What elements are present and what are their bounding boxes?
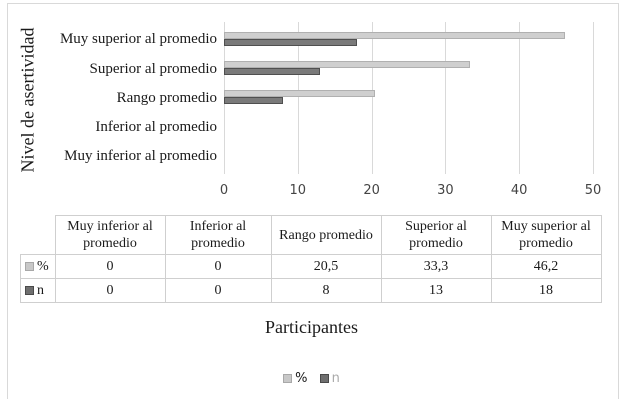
n-swatch-icon (319, 374, 329, 383)
x-tick-label: 20 (363, 183, 380, 198)
table-row: n 0 0 8 13 18 (20, 278, 602, 303)
chart-frame (7, 3, 619, 399)
legend-item-n: n (319, 371, 340, 386)
category-label: Superior al promedio (89, 61, 217, 77)
category-label: Inferior al promedio (95, 119, 217, 135)
bar-pct (224, 90, 376, 97)
legend: % n (0, 371, 623, 386)
bar-n (224, 68, 320, 75)
table-row: % 0 0 20,5 33,3 46,2 (20, 254, 602, 279)
x-tick-label: 40 (510, 183, 528, 198)
row-header-pct: % (20, 254, 56, 279)
bar-n (224, 39, 357, 46)
x-tick-label: 10 (289, 183, 307, 198)
n-swatch-icon (25, 286, 34, 296)
category-label: Muy inferior al promedio (64, 148, 217, 164)
gridline (297, 22, 299, 174)
y-axis-title: Nivel de asertividad (17, 27, 38, 173)
legend-item-pct: % (283, 371, 307, 386)
x-tick-label: 30 (437, 183, 454, 198)
gridline (519, 22, 521, 174)
gridline (593, 22, 594, 174)
category-label: Rango promedio (116, 90, 217, 106)
table-header: Inferior al promedio (164, 215, 272, 255)
pct-swatch-icon (283, 374, 293, 383)
x-axis-title: Participantes (265, 317, 358, 337)
table-header: Rango promedio (270, 215, 382, 255)
bar-pct (224, 32, 565, 39)
gridline (445, 22, 447, 174)
gridline (371, 22, 373, 174)
table-header: Muy superior al promedio (490, 215, 602, 255)
table-header: Muy inferior al promedio (54, 215, 166, 255)
pct-swatch-icon (25, 262, 34, 272)
data-table: Muy inferior al promedio Inferior al prome… (20, 215, 602, 303)
category-label: Muy superior al promedio (59, 31, 217, 47)
table-header: Superior al promedio (380, 215, 492, 255)
bar-n (224, 97, 284, 104)
row-header-n: n (20, 278, 56, 303)
bar-pct (224, 61, 470, 68)
x-tick-label: 0 (219, 183, 229, 198)
x-tick-label: 50 (584, 183, 602, 198)
